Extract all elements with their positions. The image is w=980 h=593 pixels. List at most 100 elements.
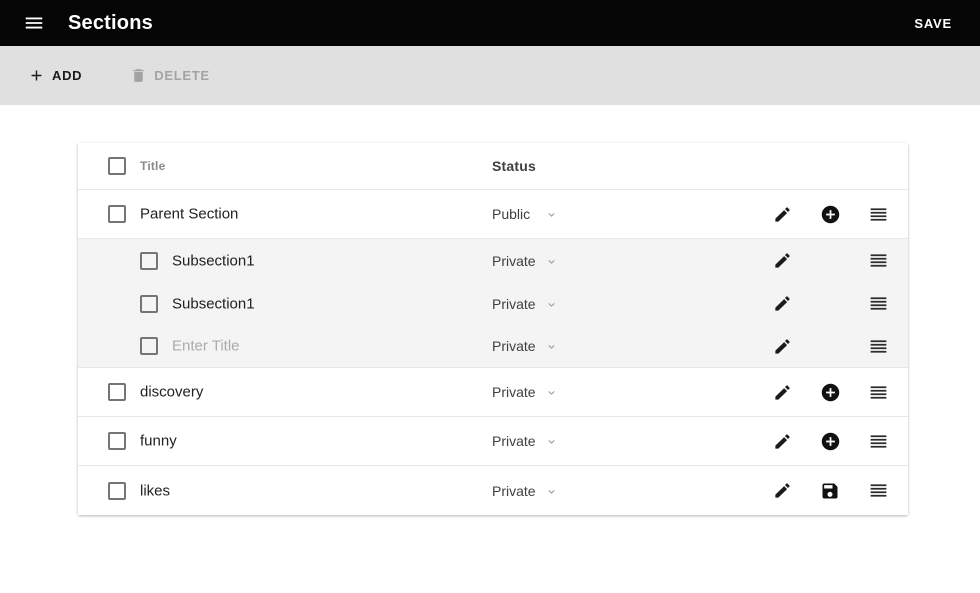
add-subsection-button[interactable]	[818, 202, 842, 226]
table-row: likes Private	[78, 466, 908, 515]
table-rows: Parent Section Public	[78, 190, 908, 515]
row-checkbox[interactable]	[140, 294, 158, 313]
row-checkbox[interactable]	[108, 481, 126, 500]
row-title[interactable]: funny	[140, 432, 177, 450]
add-circle-icon	[821, 432, 839, 450]
edit-button[interactable]	[770, 479, 794, 503]
select-all-checkbox[interactable]	[108, 157, 126, 175]
plus-icon	[31, 70, 42, 81]
chevron-down-icon	[548, 302, 555, 307]
row-actions	[770, 479, 890, 503]
chevron-down-icon	[548, 345, 555, 349]
chevron-down-icon	[548, 440, 555, 444]
row-actions	[770, 202, 890, 226]
add-subsection-button[interactable]	[818, 429, 842, 453]
sections-table: Title Status Parent Section Public	[78, 143, 908, 515]
add-button[interactable]: ADD	[18, 59, 92, 92]
add-subsection-button[interactable]	[818, 380, 842, 404]
add-button-label: ADD	[52, 68, 83, 83]
status-dropdown[interactable]: Private	[492, 483, 572, 499]
save-button[interactable]: SAVE	[914, 15, 952, 31]
delete-button-label: DELETE	[154, 68, 210, 83]
status-value: Private	[492, 252, 536, 269]
status-dropdown[interactable]: Private	[492, 253, 572, 269]
pencil-icon	[774, 384, 790, 400]
table-row: funny Private	[78, 417, 908, 466]
reorder-icon	[870, 339, 886, 353]
page-title: Sections	[68, 11, 153, 34]
status-value: Private	[492, 482, 536, 499]
chevron-down-icon	[548, 489, 555, 494]
drag-handle[interactable]	[866, 334, 890, 358]
row-title[interactable]: Subsection1	[172, 252, 255, 269]
edit-button[interactable]	[770, 202, 794, 226]
status-value: Public	[492, 206, 531, 222]
row-checkbox[interactable]	[108, 383, 126, 401]
edit-button[interactable]	[770, 292, 794, 316]
chevron-down-icon	[548, 391, 555, 395]
reorder-icon	[870, 254, 886, 267]
status-value: Private	[492, 295, 536, 312]
add-circle-icon	[821, 205, 839, 223]
edit-button[interactable]	[770, 429, 794, 453]
reorder-icon	[870, 385, 886, 399]
row-checkbox[interactable]	[108, 205, 126, 223]
drag-handle[interactable]	[866, 249, 890, 273]
add-circle-icon	[821, 383, 839, 401]
status-value: Private	[492, 338, 536, 354]
row-title[interactable]: Parent Section	[140, 205, 239, 223]
row-actions	[770, 429, 890, 453]
status-dropdown[interactable]: Private	[492, 384, 572, 400]
row-checkbox[interactable]	[108, 432, 126, 450]
row-title[interactable]: discovery	[140, 383, 204, 401]
reorder-icon	[870, 434, 886, 448]
pencil-icon	[774, 206, 790, 222]
table-row: Subsection1 Private	[78, 282, 908, 325]
status-dropdown[interactable]: Private	[492, 296, 572, 312]
column-header-status: Status	[492, 158, 536, 174]
pencil-icon	[774, 296, 790, 311]
status-value: Private	[492, 384, 536, 400]
edit-button[interactable]	[770, 334, 794, 358]
row-actions	[770, 334, 890, 358]
table-row: Enter Title Private	[78, 325, 908, 368]
menu-button[interactable]	[22, 11, 46, 35]
menu-icon	[25, 17, 43, 29]
trash-icon	[133, 69, 144, 82]
reorder-icon	[870, 297, 886, 310]
drag-handle[interactable]	[866, 292, 890, 316]
row-checkbox[interactable]	[140, 337, 158, 355]
pencil-icon	[774, 433, 790, 449]
save-row-button[interactable]	[818, 479, 842, 503]
status-dropdown[interactable]: Public	[492, 206, 572, 222]
row-actions	[770, 380, 890, 404]
delete-button[interactable]: DELETE	[120, 59, 219, 92]
row-title[interactable]: Subsection1	[172, 295, 255, 312]
row-title[interactable]: likes	[140, 482, 171, 499]
row-title[interactable]: Enter Title	[172, 337, 240, 355]
status-dropdown[interactable]: Private	[492, 433, 572, 449]
toolbar: ADD DELETE	[0, 46, 980, 105]
table-header-row: Title Status	[78, 143, 908, 190]
drag-handle[interactable]	[866, 202, 890, 226]
app-bar: Sections SAVE	[0, 0, 980, 46]
pencil-icon	[774, 253, 790, 268]
table-row: Parent Section Public	[78, 190, 908, 239]
drag-handle[interactable]	[866, 429, 890, 453]
save-icon	[822, 483, 838, 498]
row-actions	[770, 292, 890, 316]
row-actions	[770, 249, 890, 273]
drag-handle[interactable]	[866, 380, 890, 404]
chevron-down-icon	[548, 259, 555, 264]
edit-button[interactable]	[770, 249, 794, 273]
edit-button[interactable]	[770, 380, 794, 404]
table-row: discovery Private	[78, 368, 908, 417]
table-row: Subsection1 Private	[78, 239, 908, 282]
reorder-icon	[870, 207, 886, 221]
status-dropdown[interactable]: Private	[492, 338, 572, 354]
pencil-icon	[774, 338, 790, 354]
chevron-down-icon	[548, 213, 555, 217]
drag-handle[interactable]	[866, 479, 890, 503]
reorder-icon	[870, 484, 886, 497]
row-checkbox[interactable]	[140, 251, 158, 270]
